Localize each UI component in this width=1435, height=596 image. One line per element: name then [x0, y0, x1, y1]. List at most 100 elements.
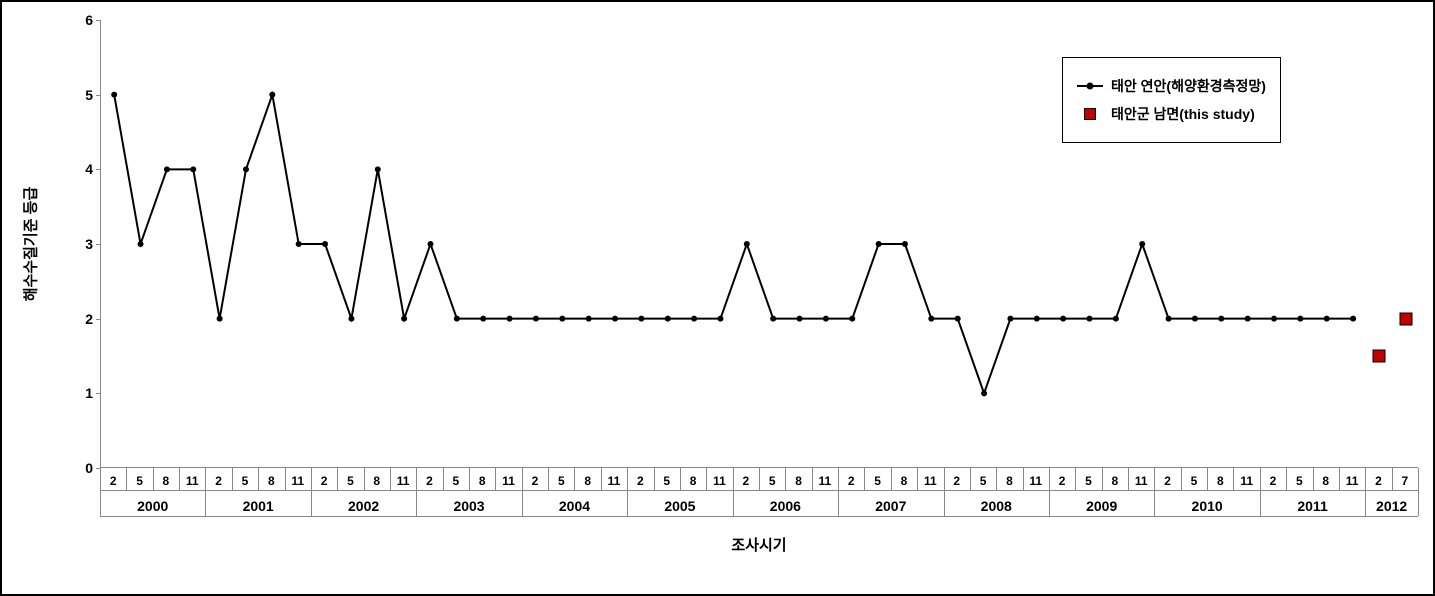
- x-month-label: 11: [186, 474, 199, 488]
- x-tick-line-month: [785, 468, 786, 490]
- x-tick-line-month: [864, 468, 865, 490]
- line-series-marker: [638, 316, 644, 322]
- x-month-label: 11: [1135, 474, 1148, 488]
- y-axis-title: 해수수질기준 등급: [20, 187, 41, 302]
- line-series-marker: [612, 316, 618, 322]
- line-series-marker: [348, 316, 354, 322]
- x-month-label: 5: [1296, 474, 1303, 488]
- y-tick-mark: [96, 169, 101, 170]
- line-series-marker: [401, 316, 407, 322]
- x-month-label: 5: [347, 474, 354, 488]
- x-tick-line-month: [548, 468, 549, 490]
- line-series-marker: [665, 316, 671, 322]
- x-year-label: 2012: [1376, 498, 1407, 514]
- x-month-label: 2: [848, 474, 855, 488]
- x-tick-line-year: [522, 468, 523, 516]
- x-tick-line-year: [627, 468, 628, 516]
- legend-row-line: 태안 연안(해양환경측정망): [1077, 76, 1266, 96]
- y-tick-mark: [96, 244, 101, 245]
- x-month-label: 8: [373, 474, 380, 488]
- y-tick-mark: [96, 319, 101, 320]
- line-series-marker: [1060, 316, 1066, 322]
- x-tick-line-month: [153, 468, 154, 490]
- line-series-marker: [691, 316, 697, 322]
- y-tick-label: 1: [85, 385, 93, 401]
- line-series-marker: [744, 241, 750, 247]
- x-tick-line-month: [469, 468, 470, 490]
- line-series-marker: [559, 316, 565, 322]
- x-year-label: 2006: [770, 498, 801, 514]
- x-tick-line-year: [1154, 468, 1155, 516]
- x-month-label: 2: [953, 474, 960, 488]
- line-series-marker: [190, 166, 196, 172]
- line-series-marker: [1297, 316, 1303, 322]
- x-axis-row-bottom: [100, 516, 1418, 517]
- x-month-label: 5: [558, 474, 565, 488]
- x-year-label: 2005: [664, 498, 695, 514]
- x-month-label: 8: [1322, 474, 1329, 488]
- x-tick-line-month: [126, 468, 127, 490]
- x-year-label: 2007: [875, 498, 906, 514]
- line-series-marker: [928, 316, 934, 322]
- line-series-marker: [1218, 316, 1224, 322]
- x-tick-line-month: [443, 468, 444, 490]
- legend-swatch-line: [1077, 85, 1103, 87]
- line-series-marker: [533, 316, 539, 322]
- x-tick-line-year: [1260, 468, 1261, 516]
- x-tick-line-month: [1339, 468, 1340, 490]
- x-month-label: 5: [980, 474, 987, 488]
- x-tick-line-month: [970, 468, 971, 490]
- line-series-marker: [1139, 241, 1145, 247]
- x-tick-line-month: [1207, 468, 1208, 490]
- x-month-label: 8: [1006, 474, 1013, 488]
- x-month-label: 11: [291, 474, 304, 488]
- line-series-marker: [111, 92, 117, 98]
- x-month-label: 11: [819, 474, 832, 488]
- y-tick-label: 6: [85, 12, 93, 28]
- x-year-label: 2000: [137, 498, 168, 514]
- line-series-marker: [1192, 316, 1198, 322]
- x-tick-line-month: [1102, 468, 1103, 490]
- line-series-marker: [823, 316, 829, 322]
- x-month-label: 2: [321, 474, 328, 488]
- x-tick-line-month: [891, 468, 892, 490]
- y-tick-mark: [96, 20, 101, 21]
- x-month-label: 5: [1191, 474, 1198, 488]
- x-tick-line-month: [1023, 468, 1024, 490]
- x-tick-line-month: [996, 468, 997, 490]
- x-month-label: 8: [479, 474, 486, 488]
- line-series-marker: [876, 241, 882, 247]
- x-tick-line-month: [495, 468, 496, 490]
- x-month-label: 2: [637, 474, 644, 488]
- x-tick-line-month: [574, 468, 575, 490]
- y-tick-mark: [96, 95, 101, 96]
- line-series-marker: [1113, 316, 1119, 322]
- x-tick-line-year: [1049, 468, 1050, 516]
- x-tick-line-year: [733, 468, 734, 516]
- x-month-label: 11: [1029, 474, 1042, 488]
- x-year-label: 2004: [559, 498, 590, 514]
- x-year-label: 2003: [453, 498, 484, 514]
- x-month-label: 11: [1346, 474, 1359, 488]
- scatter-marker: [1399, 312, 1412, 325]
- y-tick-label: 3: [85, 236, 93, 252]
- x-month-label: 11: [608, 474, 621, 488]
- x-tick-line-year: [100, 468, 101, 516]
- x-axis-row-sep: [100, 490, 1418, 491]
- line-series-marker: [981, 390, 987, 396]
- x-tick-line-year: [944, 468, 945, 516]
- line-series-marker: [138, 241, 144, 247]
- x-month-label: 8: [1112, 474, 1119, 488]
- line-series-marker: [1166, 316, 1172, 322]
- line-series-marker: [797, 316, 803, 322]
- y-tick-label: 2: [85, 311, 93, 327]
- line-series-marker: [717, 316, 723, 322]
- x-axis-title: 조사시기: [731, 534, 786, 555]
- x-month-label: 8: [1217, 474, 1224, 488]
- x-tick-line-month: [601, 468, 602, 490]
- x-month-label: 8: [690, 474, 697, 488]
- x-tick-line-month: [1313, 468, 1314, 490]
- x-year-label: 2010: [1192, 498, 1223, 514]
- x-month-label: 11: [1240, 474, 1253, 488]
- y-tick-label: 5: [85, 87, 93, 103]
